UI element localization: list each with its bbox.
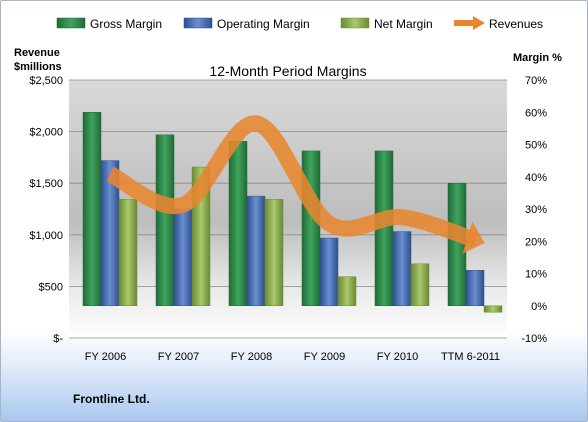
left-tick-label: $2,000 [29, 127, 63, 139]
left-axis-ticks: $- $500 $1,000 $1,500 $2,000 $2,500 [29, 75, 63, 345]
category-label: TTM 6-2011 [441, 351, 500, 363]
legend: Gross Margin Operating Margin Net Margin… [56, 16, 543, 31]
right-tick-label: 30% [525, 204, 547, 216]
category-label: FY 2010 [377, 351, 418, 363]
category-labels: FY 2006 FY 2007 FY 2008 FY 2009 FY 2010 TTM 6… [85, 351, 500, 363]
bar-gross-margin [447, 182, 467, 306]
plot-area [69, 80, 507, 338]
legend-label-net-margin: Net Margin [374, 17, 433, 31]
right-tick-label: 70% [525, 75, 547, 87]
right-tick-label: -10% [521, 333, 547, 345]
right-axis-ticks: -10% 0% 10% 20% 30% 40% 50% 60% 70% [521, 75, 547, 345]
bar-net-margin [118, 199, 138, 306]
gridlines [69, 79, 507, 339]
right-axis-title: Margin % [513, 52, 562, 64]
bar-net-margin [264, 199, 284, 306]
left-tick-label: $1,500 [29, 178, 63, 190]
bars [82, 112, 503, 313]
bar-operating-margin [246, 195, 266, 307]
right-tick-label: 20% [525, 236, 547, 248]
left-tick-label: $- [53, 333, 63, 345]
bar-operating-margin [319, 237, 339, 306]
revenues-line [106, 115, 478, 248]
legend-revenues-arrow [473, 16, 485, 30]
legend-label-revenues: Revenues [489, 17, 543, 31]
bar-net-margin [483, 305, 503, 313]
company-name: Frontline Ltd. [73, 392, 150, 406]
bar-net-margin [337, 276, 357, 307]
right-tick-label: 60% [525, 107, 547, 119]
legend-label-operating-margin: Operating Margin [217, 17, 310, 31]
legend-item-revenues: Revenues [454, 16, 543, 31]
left-tick-label: $2,500 [29, 75, 63, 87]
bar-gross-margin [155, 134, 175, 306]
bar-operating-margin [173, 208, 193, 306]
bar-net-margin [410, 263, 430, 307]
legend-label-gross-margin: Gross Margin [90, 17, 162, 31]
left-tick-label: $1,000 [29, 230, 63, 242]
revenues-line-layer [106, 115, 485, 254]
bar-gross-margin [301, 150, 321, 306]
left-tick-label: $500 [39, 281, 63, 293]
legend-item-net-margin: Net Margin [340, 17, 433, 31]
category-label: FY 2008 [231, 351, 272, 363]
bar-gross-margin [228, 141, 248, 306]
bar-operating-margin [392, 231, 412, 306]
chart-title: 12-Month Period Margins [209, 63, 366, 79]
legend-item-gross-margin: Gross Margin [56, 17, 162, 31]
legend-item-operating-margin: Operating Margin [183, 17, 310, 31]
right-tick-label: 40% [525, 172, 547, 184]
revenues-arrowhead [462, 221, 485, 254]
right-tick-label: 0% [531, 301, 547, 313]
category-label: FY 2009 [304, 351, 345, 363]
category-label: FY 2007 [158, 351, 199, 363]
bar-gross-margin [82, 112, 102, 306]
right-tick-label: 50% [525, 140, 547, 152]
right-tick-label: 10% [525, 269, 547, 281]
category-label: FY 2006 [85, 351, 126, 363]
left-axis-title-line2: $millions [14, 61, 62, 73]
left-axis-title-line1: Revenue [14, 47, 60, 59]
bar-operating-margin [465, 270, 485, 306]
